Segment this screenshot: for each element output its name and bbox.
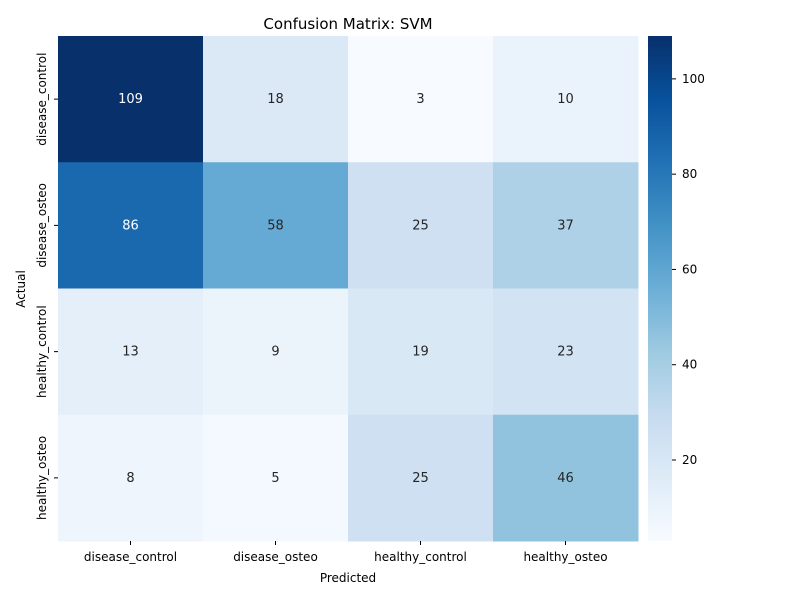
heatmap-cell — [493, 288, 639, 416]
y-tick-label: healthy_control — [35, 305, 49, 398]
cell-value-label: 23 — [557, 345, 574, 360]
cell-value-label: 9 — [271, 345, 279, 360]
heatmap-cell — [58, 162, 204, 289]
chart-title: Confusion Matrix: SVM — [263, 15, 432, 33]
colorbar: 20 40 60 80 100 — [648, 36, 705, 541]
heatmap-cell — [203, 36, 349, 163]
cell-value-label: 46 — [557, 471, 574, 486]
y-tick-label: disease_control — [35, 53, 49, 146]
y-axis: disease_control disease_osteo healthy_cont… — [35, 53, 58, 520]
heatmap-cell — [348, 414, 494, 542]
heatmap-cell — [493, 162, 639, 289]
heatmap-cell — [58, 36, 204, 163]
x-tick-label: disease_osteo — [233, 550, 318, 564]
cell-value-label: 109 — [118, 92, 143, 107]
colorbar-tick-label: 20 — [682, 453, 697, 467]
cell-value-label: 3 — [416, 92, 424, 107]
x-axis: disease_control disease_osteo healthy_cont… — [84, 541, 608, 564]
heatmap-cell — [493, 414, 639, 542]
x-tick-label: healthy_control — [374, 550, 467, 564]
colorbar-tick-label: 60 — [682, 262, 697, 276]
colorbar-tick-label: 80 — [682, 167, 697, 181]
y-tick-label: healthy_osteo — [35, 436, 49, 520]
cell-value-label: 5 — [271, 471, 279, 486]
x-axis-label: Predicted — [320, 571, 376, 585]
colorbar-tick-label: 40 — [682, 358, 697, 372]
heatmap-cells: 109 18 3 10 86 58 25 37 13 9 19 23 8 5 25 46 — [58, 36, 639, 542]
heatmap-cell — [348, 36, 494, 163]
cell-value-label: 8 — [126, 471, 134, 486]
cell-value-label: 19 — [412, 345, 429, 360]
cell-value-label: 58 — [267, 218, 284, 233]
cell-value-label: 10 — [557, 92, 574, 107]
cell-value-label: 37 — [557, 218, 574, 233]
cell-value-label: 13 — [122, 345, 139, 360]
y-axis-label: Actual — [14, 270, 28, 308]
cell-value-label: 18 — [267, 92, 284, 107]
heatmap-cell — [203, 162, 349, 289]
x-tick-label: healthy_osteo — [523, 550, 607, 564]
heatmap-cell — [203, 414, 349, 542]
heatmap-cell — [58, 414, 204, 542]
colorbar-tick-label: 100 — [682, 72, 705, 86]
heatmap-cell — [493, 36, 639, 163]
heatmap-cell — [348, 288, 494, 416]
heatmap-cell — [203, 288, 349, 416]
x-tick-label: disease_control — [84, 550, 177, 564]
cell-value-label: 25 — [412, 218, 429, 233]
colorbar-gradient — [648, 36, 672, 541]
cell-value-label: 25 — [412, 471, 429, 486]
heatmap-cell — [348, 162, 494, 289]
heatmap-cell — [58, 288, 204, 416]
cell-value-label: 86 — [122, 218, 139, 233]
y-tick-label: disease_osteo — [35, 183, 49, 268]
